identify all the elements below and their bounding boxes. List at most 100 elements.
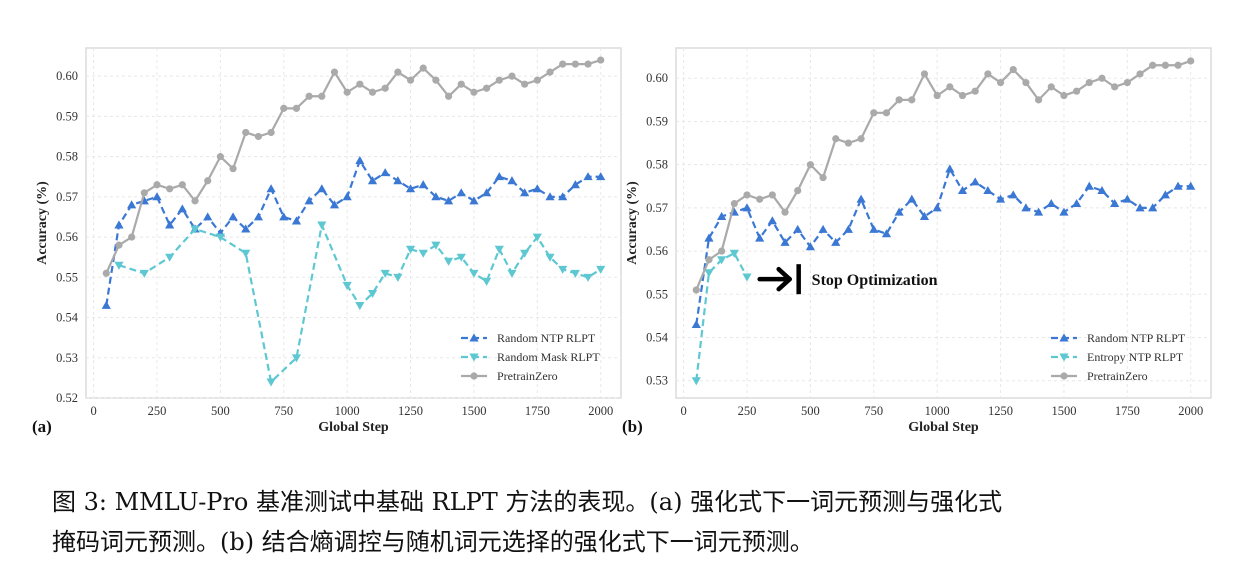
gridlines [86, 48, 621, 399]
data-point [432, 76, 440, 84]
data-point [153, 181, 161, 189]
panel-label: (a) [32, 417, 52, 436]
arrow-to-bar-icon [757, 264, 801, 295]
data-point [570, 180, 580, 189]
legend-item: PretrainZero [1051, 369, 1148, 383]
legend-swatch-marker [1059, 333, 1069, 342]
y-tick-label: 0.59 [56, 109, 78, 123]
data-point [971, 87, 979, 95]
y-tick-label: 0.57 [646, 201, 668, 215]
legend-label: PretrainZero [497, 369, 558, 383]
data-point [330, 68, 339, 76]
data-point [532, 184, 542, 193]
data-point [742, 273, 752, 282]
data-point [870, 109, 878, 117]
data-point [241, 224, 251, 233]
data-point [1021, 203, 1031, 212]
y-tick-label: 0.55 [646, 287, 668, 301]
data-point [895, 96, 903, 104]
data-point [532, 233, 542, 242]
data-point [165, 253, 175, 262]
data-point [545, 253, 555, 262]
x-tick-label: 250 [148, 404, 167, 418]
data-point [843, 224, 854, 233]
data-point [405, 184, 416, 193]
data-point [470, 88, 478, 96]
data-point [166, 185, 174, 193]
data-point [1008, 190, 1018, 199]
data-point [767, 216, 777, 225]
data-point [508, 72, 516, 80]
data-point [191, 197, 199, 205]
data-point [494, 245, 504, 254]
legend-item: Entropy NTP RLPT [1051, 350, 1184, 364]
data-point [691, 377, 701, 386]
data-point [355, 156, 365, 165]
data-point [596, 265, 606, 274]
data-point [204, 177, 212, 185]
legend-label: Random NTP RLPT [497, 331, 596, 345]
y-tick-label: 0.59 [646, 114, 668, 128]
data-point [933, 91, 941, 100]
data-point [165, 220, 175, 229]
data-point [495, 76, 503, 84]
data-point [203, 212, 213, 221]
gridlines [676, 48, 1211, 398]
y-tick-label: 0.56 [646, 244, 668, 258]
data-point [584, 60, 592, 68]
data-point [755, 233, 765, 242]
series-entropy-ntp-rlpt [691, 249, 752, 386]
data-point [114, 220, 124, 229]
y-axis-title: Accuracy (%) [625, 181, 640, 265]
y-tick-label: 0.60 [646, 71, 668, 85]
data-point [368, 88, 377, 96]
data-point [494, 172, 504, 181]
data-point [805, 242, 815, 251]
chart-panel-a: 0 250 500 750 1000 1250 1500 1750 2000 0.52 0.53 0.… [30, 40, 630, 440]
data-point [393, 176, 403, 185]
data-point [1148, 203, 1158, 212]
series-line [695, 59, 1192, 291]
series-pretrainzero [102, 56, 605, 277]
data-point [394, 68, 402, 76]
y-tick-label: 0.58 [646, 158, 668, 172]
y-tick-label: 0.60 [56, 69, 78, 83]
data-point [1084, 181, 1094, 190]
data-point [857, 135, 865, 143]
data-point [1072, 198, 1082, 208]
x-tick-label: 500 [211, 404, 230, 418]
data-point [367, 176, 378, 185]
data-point [266, 378, 276, 387]
data-point [704, 233, 714, 242]
data-point [342, 192, 352, 201]
series-line [695, 167, 1191, 325]
data-point [456, 188, 466, 197]
data-point [881, 229, 892, 238]
data-point [908, 96, 916, 104]
data-point [559, 60, 567, 68]
x-tick-label: 500 [801, 404, 820, 418]
data-point [317, 184, 327, 193]
data-point [215, 233, 225, 242]
x-tick-label: 1250 [398, 404, 423, 418]
data-point [380, 269, 390, 278]
data-point [945, 164, 955, 173]
data-point [343, 88, 351, 96]
data-point [1186, 181, 1196, 190]
data-point [483, 84, 491, 92]
data-point [718, 247, 726, 255]
data-point [571, 60, 579, 68]
legend-label: PretrainZero [1087, 369, 1148, 383]
data-point [806, 161, 814, 169]
data-point [507, 176, 517, 185]
data-point [520, 188, 530, 197]
data-point [596, 172, 606, 181]
data-point [431, 192, 441, 201]
data-point [691, 319, 701, 328]
data-point [844, 139, 853, 147]
x-tick-label: 1500 [1051, 404, 1076, 418]
data-point [946, 83, 954, 91]
x-tick-label: 1750 [1115, 404, 1140, 418]
data-point [894, 207, 904, 216]
data-point [717, 211, 727, 220]
